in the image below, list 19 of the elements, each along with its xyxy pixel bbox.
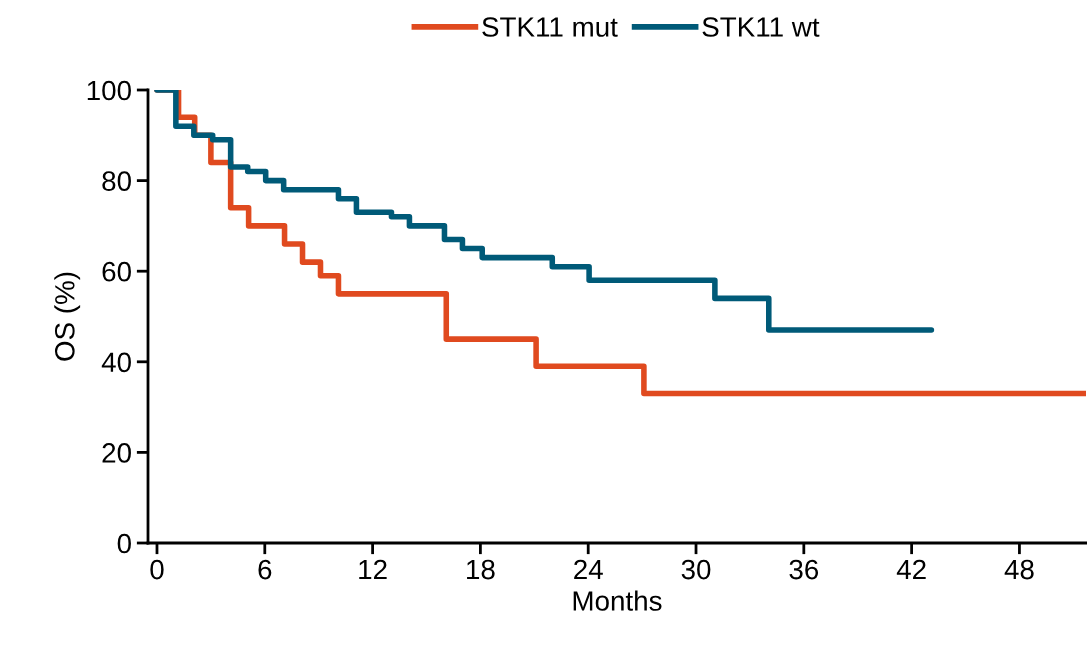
legend-label: STK11 mut (482, 17, 618, 37)
legend-label: STK11 wt (702, 17, 820, 37)
x-tick-label: 0 (150, 559, 164, 580)
x-tick-label: 24 (574, 559, 603, 580)
y-tick-label: 100 (87, 80, 131, 101)
x-tick-label: 30 (681, 559, 711, 580)
x-tick-label: 18 (467, 559, 495, 580)
y-tick-label: 40 (101, 352, 131, 373)
x-tick-label: 48 (1004, 559, 1034, 580)
x-axis-title: Months (573, 590, 662, 611)
y-tick-label: 60 (102, 261, 131, 282)
y-tick-label: 80 (102, 171, 131, 191)
y-axis-title: OS (%) (54, 272, 81, 361)
x-tick-label: 12 (359, 559, 387, 580)
y-tick-label: 0 (117, 533, 131, 554)
x-tick-label: 36 (789, 559, 819, 580)
x-tick-label: 42 (896, 559, 926, 580)
x-tick-label: 6 (258, 559, 272, 580)
y-tick-label: 20 (102, 443, 131, 463)
